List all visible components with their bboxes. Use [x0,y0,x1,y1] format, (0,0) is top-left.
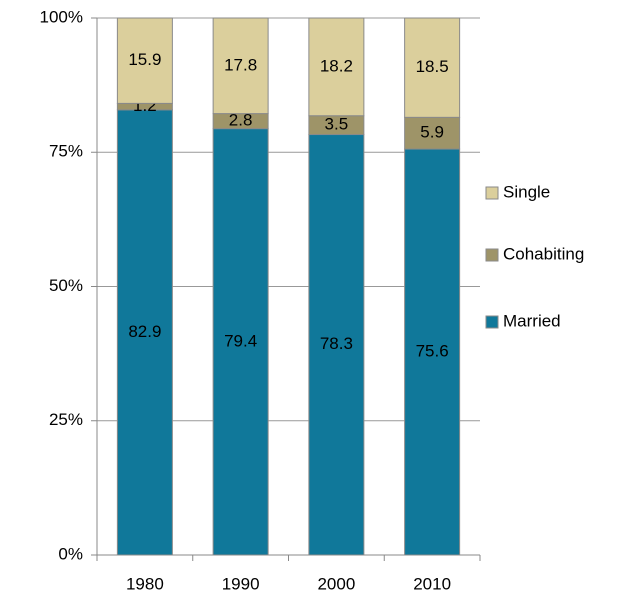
bar-segment [308,17,365,117]
data-label: 15.9 [128,50,161,69]
data-label: 78.3 [320,334,353,353]
legend-label: Single [503,182,550,201]
data-label: 18.5 [416,57,449,76]
bar-segment [212,17,269,115]
y-tick-label: 50% [49,276,83,295]
data-label: 18.2 [320,56,353,75]
data-label: 79.4 [224,331,257,350]
bar-segment [404,116,461,150]
data-label: 82.9 [128,322,161,341]
y-tick-label: 100% [40,7,83,26]
bar-segment [404,17,461,118]
y-tick-label: 0% [58,544,83,563]
legend-label: Cohabiting [503,244,584,263]
data-label: 2.8 [229,111,253,130]
x-tick-label: 2000 [317,574,355,593]
bar-segment [404,148,461,556]
data-label: 5.9 [420,123,444,142]
bar-segment [212,128,269,556]
y-tick-label: 25% [49,410,83,429]
bar-segment [116,109,173,556]
legend-swatch [485,248,499,262]
data-label: 17.8 [224,55,257,74]
data-label: 3.5 [325,115,349,134]
legend-label: Married [503,311,561,330]
y-tick-label: 75% [49,142,83,161]
legend-swatch [485,315,499,329]
bar-segment [308,134,365,556]
x-tick-label: 2010 [413,574,451,593]
data-label: 75.6 [416,341,449,360]
x-tick-label: 1980 [126,574,164,593]
legend-swatch [485,186,499,200]
bar-segment [116,17,173,104]
x-tick-label: 1990 [222,574,260,593]
